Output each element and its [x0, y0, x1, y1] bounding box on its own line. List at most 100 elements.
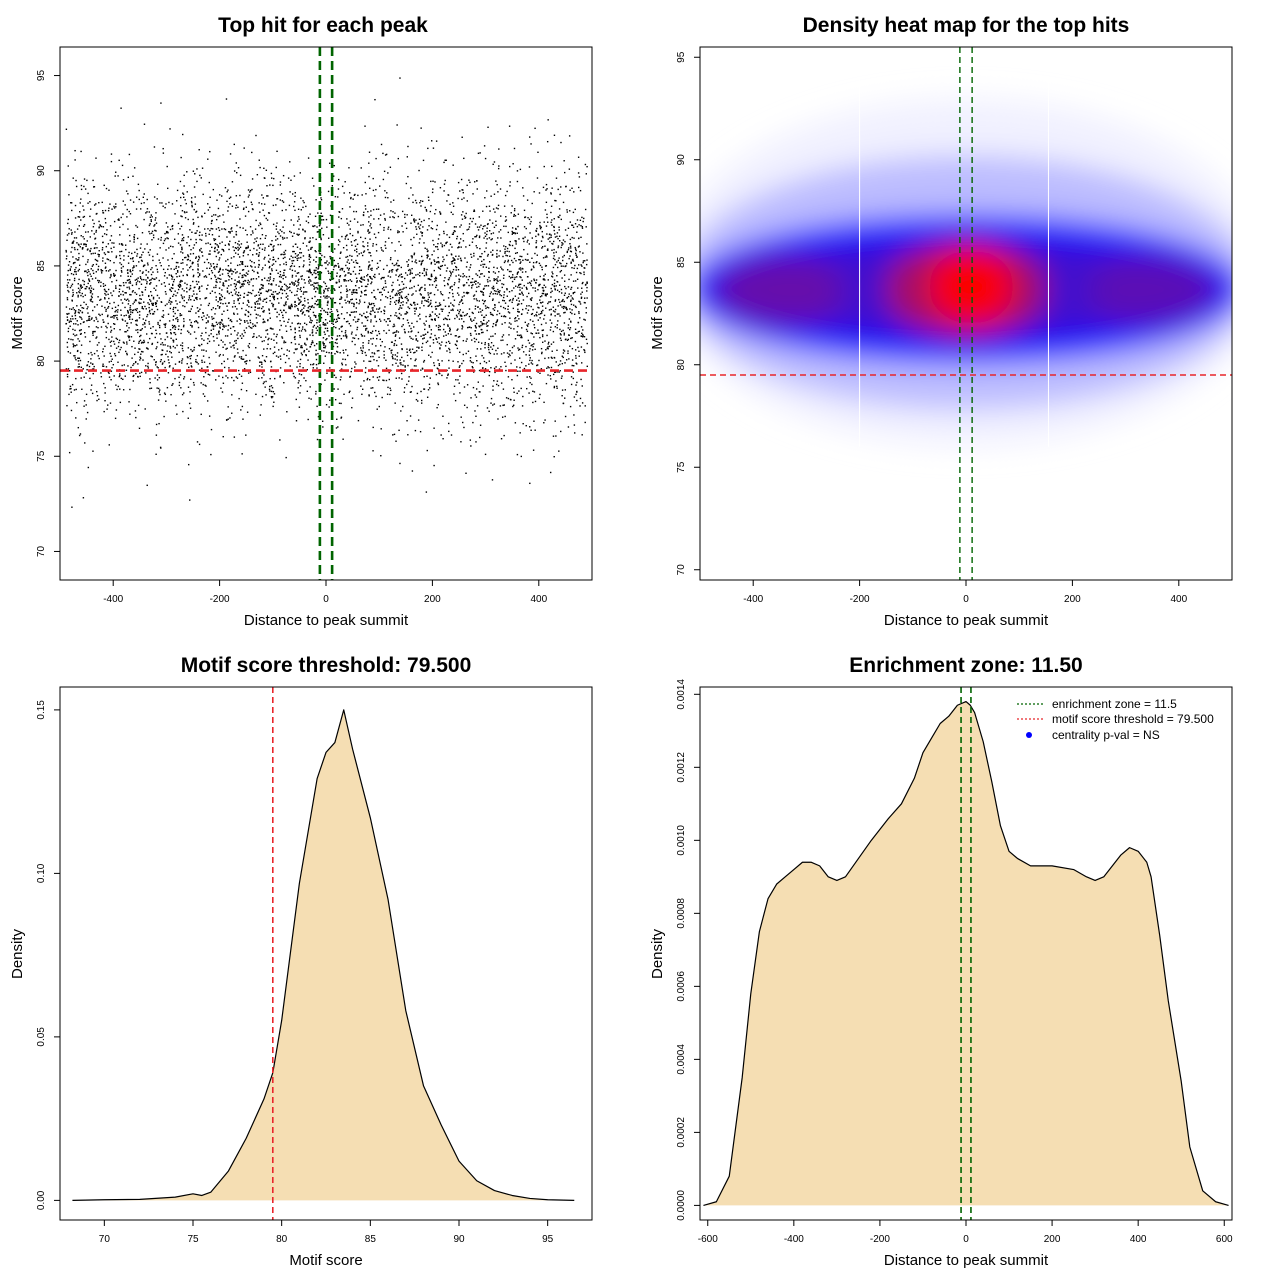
scatter-point: [147, 295, 150, 298]
scatter-point: [413, 219, 415, 221]
scatter-point: [581, 287, 583, 289]
scatter-point: [482, 331, 484, 334]
scatter-point: [397, 290, 399, 292]
scatter-point: [340, 337, 343, 340]
scatter-point: [342, 438, 344, 440]
scatter-point: [298, 326, 301, 329]
scatter-point: [171, 203, 174, 205]
scatter-point: [249, 249, 251, 252]
scatter-point: [264, 237, 266, 240]
scatter-point: [263, 298, 265, 301]
scatter-point: [556, 235, 558, 238]
scatter-point: [135, 208, 138, 210]
scatter-point: [404, 366, 406, 368]
scatter-point: [231, 294, 234, 297]
scatter-point: [69, 320, 71, 322]
scatter-point: [105, 308, 107, 311]
scatter-point: [101, 313, 103, 316]
scatter-point: [530, 284, 532, 287]
scatter-point: [385, 359, 387, 361]
scatter-point: [248, 346, 250, 349]
scatter-point: [433, 280, 436, 283]
scatter-point: [254, 295, 256, 297]
scatter-point: [486, 321, 488, 324]
scatter-point: [115, 255, 118, 257]
scatter-point: [423, 376, 425, 378]
scatter-point: [344, 275, 346, 277]
scatter-point: [252, 232, 254, 234]
scatter-point: [321, 227, 323, 230]
scatter-point: [272, 263, 275, 265]
scatter-point: [359, 301, 361, 303]
scatter-point: [125, 299, 128, 301]
scatter-point: [357, 318, 359, 321]
scatter-point: [157, 238, 160, 240]
scatter-point: [418, 260, 421, 262]
scatter-point: [519, 276, 521, 278]
scatter-point: [279, 367, 282, 369]
scatter-point: [112, 272, 115, 275]
scatter-point: [575, 332, 577, 334]
scatter-point: [237, 291, 240, 294]
scatter-point: [488, 360, 490, 362]
scatter-point: [541, 334, 544, 336]
scatter-point: [296, 246, 299, 248]
scatter-point: [409, 270, 412, 272]
scatter-point: [145, 279, 147, 281]
scatter-point: [275, 342, 278, 344]
scatter-point: [121, 243, 123, 245]
scatter-point: [147, 362, 149, 365]
scatter-point: [269, 385, 271, 388]
scatter-point: [298, 233, 300, 236]
scatter-point: [224, 302, 227, 305]
scatter-point: [316, 405, 318, 408]
scatter-point: [573, 313, 576, 315]
scatter-point: [316, 299, 319, 301]
scatter-point: [341, 325, 343, 328]
scatter-point: [517, 297, 520, 299]
scatter-point: [508, 334, 510, 336]
scatter-point: [363, 279, 366, 281]
scatter-point: [110, 316, 112, 318]
scatter-point: [344, 330, 347, 332]
scatter-point: [80, 184, 83, 187]
scatter-point: [195, 232, 197, 234]
scatter-point: [519, 432, 521, 434]
scatter-point: [496, 278, 498, 280]
scatter-point: [249, 292, 251, 294]
scatter-point: [194, 203, 197, 205]
scatter-point: [279, 199, 281, 201]
scatter-point: [71, 242, 74, 244]
scatter-point: [90, 287, 93, 289]
scatter-point: [569, 308, 571, 310]
scatter-point: [241, 405, 244, 408]
scatter-point: [494, 211, 496, 213]
scatter-point: [80, 188, 83, 191]
scatter-point: [488, 344, 490, 347]
scatter-point: [402, 231, 404, 233]
scatter-point: [207, 242, 209, 244]
scatter-point: [226, 269, 229, 271]
scatter-point: [458, 241, 461, 244]
scatter-point: [139, 247, 142, 249]
scatter-point: [232, 271, 235, 273]
scatter-point: [198, 274, 201, 277]
scatter-point: [263, 309, 265, 312]
scatter-point: [328, 262, 330, 264]
scatter-point: [160, 343, 162, 346]
scatter-point: [298, 257, 300, 259]
scatter-point: [290, 255, 292, 257]
scatter-point: [554, 299, 557, 301]
scatter-point: [108, 444, 110, 446]
scatter-point: [462, 302, 464, 305]
scatter-point: [503, 225, 505, 228]
scatter-point: [122, 282, 125, 284]
scatter-point: [317, 273, 320, 276]
scatter-point: [172, 283, 174, 286]
scatter-point: [116, 314, 118, 317]
scatter-point: [142, 271, 144, 273]
scatter-point: [329, 279, 332, 282]
scatter-point: [478, 216, 481, 218]
scatter-point: [138, 310, 141, 313]
scatter-point: [145, 372, 147, 374]
